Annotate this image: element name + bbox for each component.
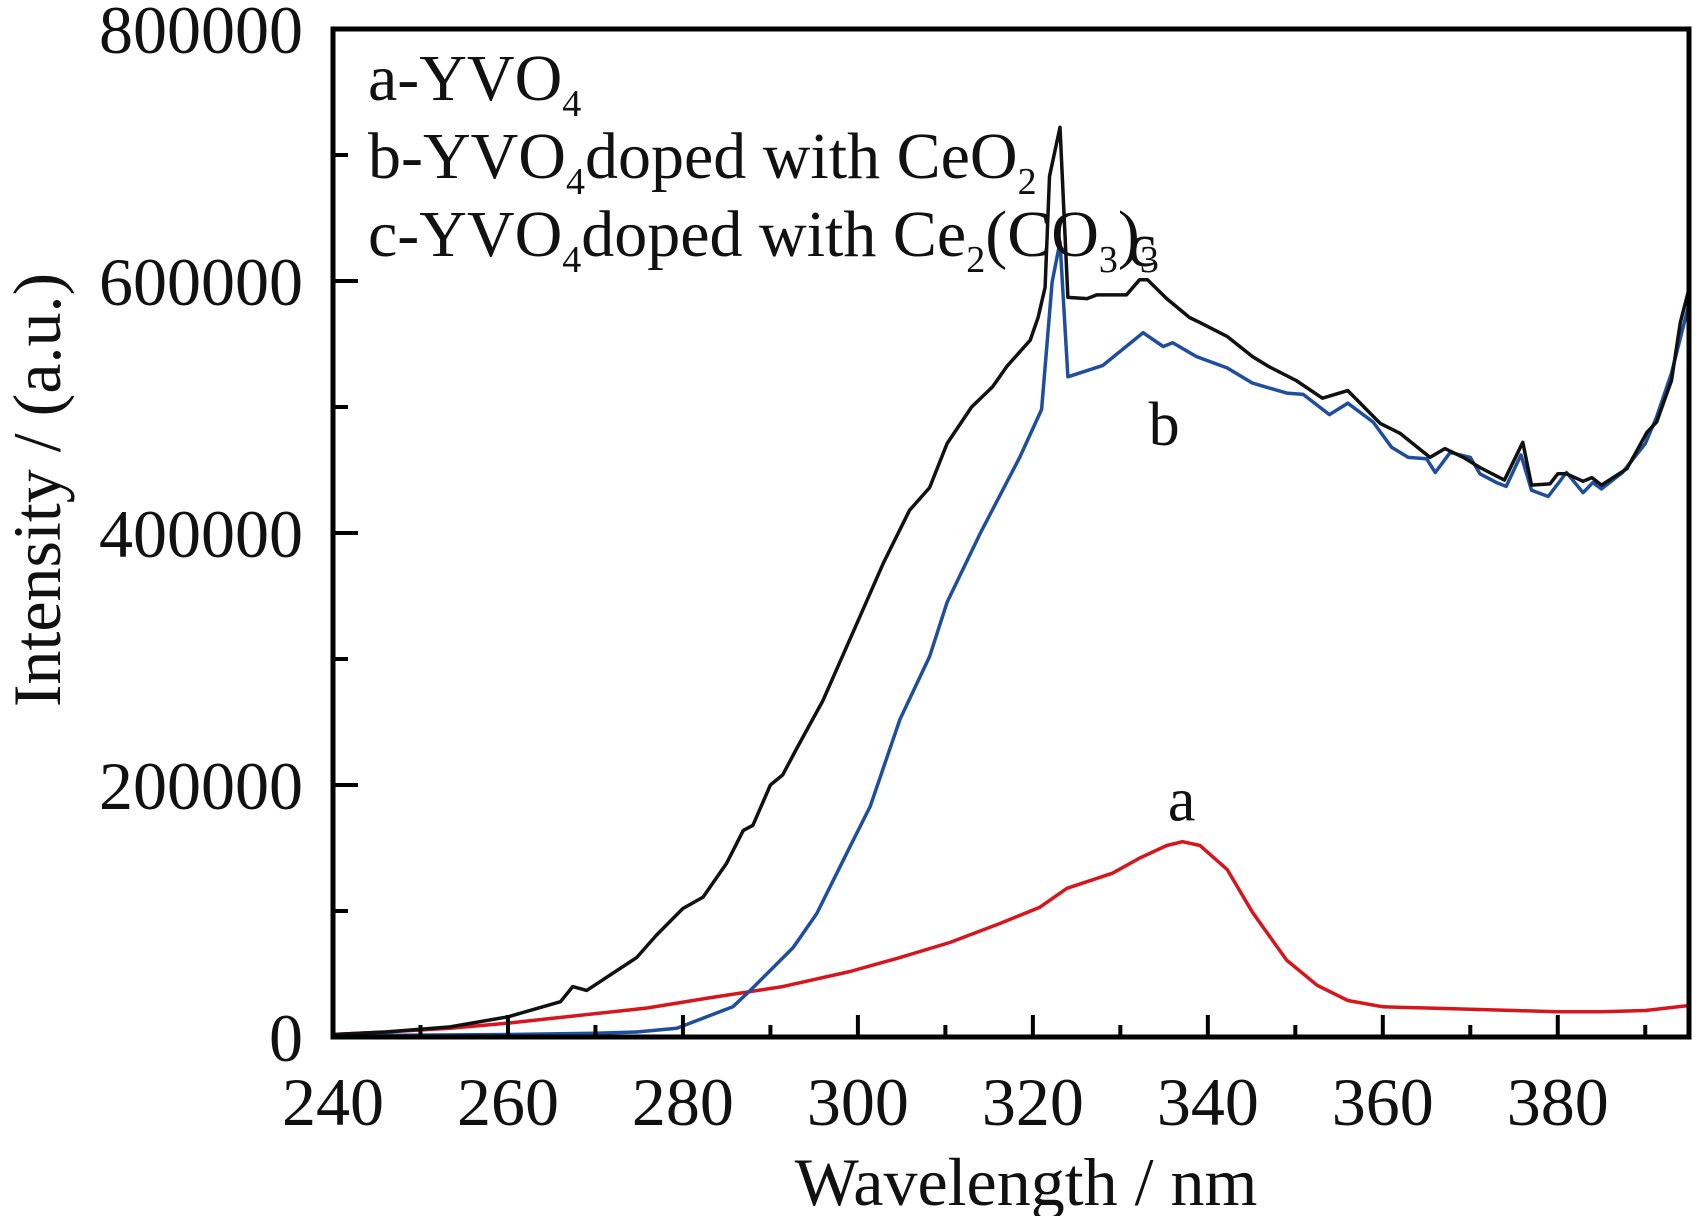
y-tick-label: 800000	[99, 0, 303, 68]
y-tick-label: 600000	[99, 244, 303, 320]
x-tick-label: 380	[1507, 1064, 1609, 1140]
x-tick-label: 320	[982, 1064, 1084, 1140]
ticks-layer	[331, 27, 1648, 1039]
x-tick-label: 300	[807, 1064, 909, 1140]
legend: a-YVO4 b-YVO4doped with CeO2 c-YVO4doped…	[368, 42, 1159, 281]
curve-label-c: c	[1128, 212, 1156, 280]
x-tick-label: 280	[632, 1064, 734, 1140]
series-layer	[331, 125, 1691, 1038]
y-tick-label: 0	[269, 1000, 303, 1076]
tick-labels-layer: 240 260 280 300 320 340 360 380 0 200000 400000 600…	[99, 0, 1609, 1140]
curve-labels: a b c	[1128, 212, 1195, 834]
series-line-b	[331, 240, 1690, 1038]
y-tick-label: 400000	[99, 496, 303, 572]
legend-entry-c: c-YVO4doped with Ce2(CO3)3	[368, 198, 1159, 281]
series-line-c	[331, 125, 1690, 1037]
x-axis-title: Wavelength / nm	[795, 1144, 1258, 1216]
y-axis-title: Intensity / (a.u.)	[0, 273, 75, 707]
legend-entry-a: a-YVO4	[368, 42, 581, 125]
curve-label-a: a	[1168, 766, 1196, 834]
x-tick-label: 360	[1332, 1064, 1434, 1140]
series-line-a	[331, 839, 1691, 1037]
curve-label-b: b	[1149, 391, 1180, 459]
x-tick-label: 340	[1157, 1064, 1259, 1140]
y-tick-label: 200000	[99, 748, 303, 824]
x-tick-label: 240	[282, 1064, 384, 1140]
x-tick-label: 260	[457, 1064, 559, 1140]
legend-entry-b: b-YVO4doped with CeO2	[368, 120, 1037, 203]
